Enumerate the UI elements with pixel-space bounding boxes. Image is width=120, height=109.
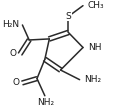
- Text: NH₂: NH₂: [37, 98, 54, 107]
- Text: H₂N: H₂N: [2, 20, 19, 29]
- Text: S: S: [66, 12, 71, 21]
- Text: NH: NH: [89, 43, 102, 52]
- Text: O: O: [10, 49, 17, 58]
- Text: NH₂: NH₂: [84, 75, 101, 84]
- Text: O: O: [12, 78, 19, 87]
- Text: CH₃: CH₃: [87, 1, 104, 10]
